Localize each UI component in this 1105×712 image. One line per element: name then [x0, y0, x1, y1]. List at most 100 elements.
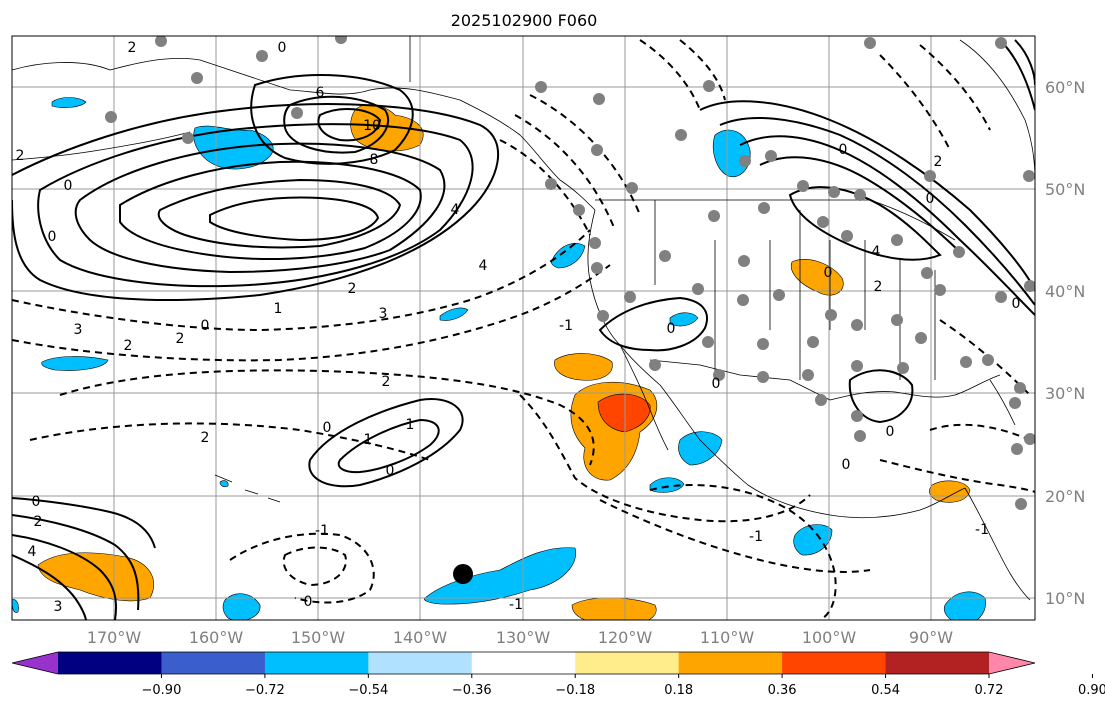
border-us-canada [595, 199, 956, 241]
colorbar-tick-label: 0.54 [871, 683, 900, 698]
lon-label: 160°W [189, 628, 244, 647]
contour-neg-gulf2 [879, 459, 1035, 493]
contour-1-inner [337, 418, 440, 474]
anomaly-orange-south [571, 597, 657, 620]
contour-neg-6 [229, 532, 375, 604]
contour-label: 1 [274, 301, 283, 317]
lat-label: 60°N [1045, 78, 1085, 97]
contour-label: 2 [201, 430, 210, 446]
lon-label: 170°W [87, 628, 142, 647]
colorbar-segment [678, 652, 783, 674]
colorbar-segment [161, 652, 266, 674]
contour-label: -1 [559, 318, 573, 334]
colorbar-segment [575, 652, 680, 674]
contour-high-outer [12, 103, 499, 301]
colorbar-segment [58, 652, 162, 674]
anomaly-orange-yucatan [929, 480, 971, 503]
colorbar-tick-label: 0.72 [975, 683, 1004, 698]
contour-label: 6 [316, 85, 325, 101]
colorbar-tick-label: 0.90 [1078, 683, 1105, 698]
contour-high-4 [119, 160, 422, 261]
contour-0-sw2 [12, 534, 118, 620]
graticule [12, 36, 1035, 620]
contour-neg-4 [29, 422, 431, 461]
contour-high-3 [74, 142, 446, 274]
colorbar-tick-label: −0.72 [245, 683, 285, 698]
contour-label: 0 [48, 229, 57, 245]
contour-6 [250, 73, 414, 165]
contour-neg-3 [59, 369, 595, 466]
colorbar-tick-label: −0.90 [142, 683, 182, 698]
station-dots [105, 36, 1035, 510]
anomaly-blue-hawaii-dot [219, 480, 229, 488]
contour-label: 10 [363, 118, 381, 134]
contour-0-west [12, 497, 156, 549]
border-us-mexico [649, 359, 831, 401]
longitude-labels: 170°W 160°W 150°W 140°W 130°W 120°W 110°… [87, 628, 953, 647]
lon-label: 140°W [393, 628, 448, 647]
colorbar-extend-min [12, 652, 58, 674]
contour-neg-9 [599, 499, 871, 573]
storm-marker [453, 564, 473, 584]
contour-8 [283, 95, 390, 154]
contour-label: 0 [667, 321, 676, 337]
contour-label: 3 [74, 322, 83, 338]
anomaly-blue-mexico [678, 431, 723, 466]
anomaly-blue-mexico-small [649, 477, 685, 493]
anomaly-blue-central-america [793, 524, 833, 556]
anomaly-red-offshore-baja [597, 393, 651, 433]
coastline-alaska [12, 57, 596, 211]
contour-label: -1 [749, 529, 763, 545]
anomaly-orange-socal [554, 353, 613, 381]
contour-ridge-east [699, 100, 1035, 291]
contour-label: 4 [872, 244, 881, 260]
lat-label: 30°N [1045, 384, 1085, 403]
contour-label: 8 [370, 152, 379, 168]
lon-label: 110°W [700, 628, 755, 647]
contour-label: 1 [364, 432, 373, 448]
coastlines [12, 36, 1035, 601]
lat-label: 10°N [1045, 589, 1085, 608]
coastline-hawaii [214, 474, 281, 503]
lon-label: 130°W [496, 628, 551, 647]
contour-neg-1 [12, 229, 591, 332]
contour-label: 0 [386, 463, 395, 479]
contour-label: 2 [124, 338, 133, 354]
contour-ridge-east-3 [739, 135, 1035, 316]
contour-label: -1 [315, 523, 329, 539]
colorbar-tick-label: −0.36 [452, 683, 492, 698]
lon-label: 100°W [802, 628, 857, 647]
contour-label: 2 [34, 514, 43, 530]
colorbar-segment [885, 652, 990, 674]
contour-label: 0 [886, 424, 895, 440]
anomaly-blue-tropics [423, 547, 577, 605]
contour-label: 2 [348, 281, 357, 297]
contour-neg-ne [879, 44, 991, 151]
coastline-florida [989, 379, 1016, 426]
anomaly-blue-az [669, 312, 699, 327]
contour-label: 0 [304, 594, 313, 610]
lon-label: 120°W [598, 628, 653, 647]
anomaly-blue-left-edge [12, 599, 19, 613]
contour-label: -1 [975, 522, 989, 538]
map-title: 2025102900 F060 [451, 11, 598, 30]
contour-neg-canada [639, 39, 726, 111]
colorbar-tick-label: 0.18 [664, 683, 693, 698]
contour-label: 2 [382, 374, 391, 390]
contour-label: 0 [64, 178, 73, 194]
contour-label: 0 [1012, 296, 1021, 312]
contour-label: 1 [406, 417, 415, 433]
anomaly-blue-west-mid [41, 356, 109, 371]
lat-label: 50°N [1045, 180, 1085, 199]
colorbar-segment [471, 652, 576, 674]
lat-label: 20°N [1045, 487, 1085, 506]
contour-0-sw [12, 514, 140, 611]
contour-label: 0 [926, 191, 935, 207]
contour-label: 2 [176, 331, 185, 347]
map-frame [11, 35, 1036, 621]
contour-label: 0 [278, 40, 287, 56]
contour-label: 0 [32, 494, 41, 510]
coastline-us-west [587, 209, 966, 519]
coastline-baja [619, 344, 669, 451]
